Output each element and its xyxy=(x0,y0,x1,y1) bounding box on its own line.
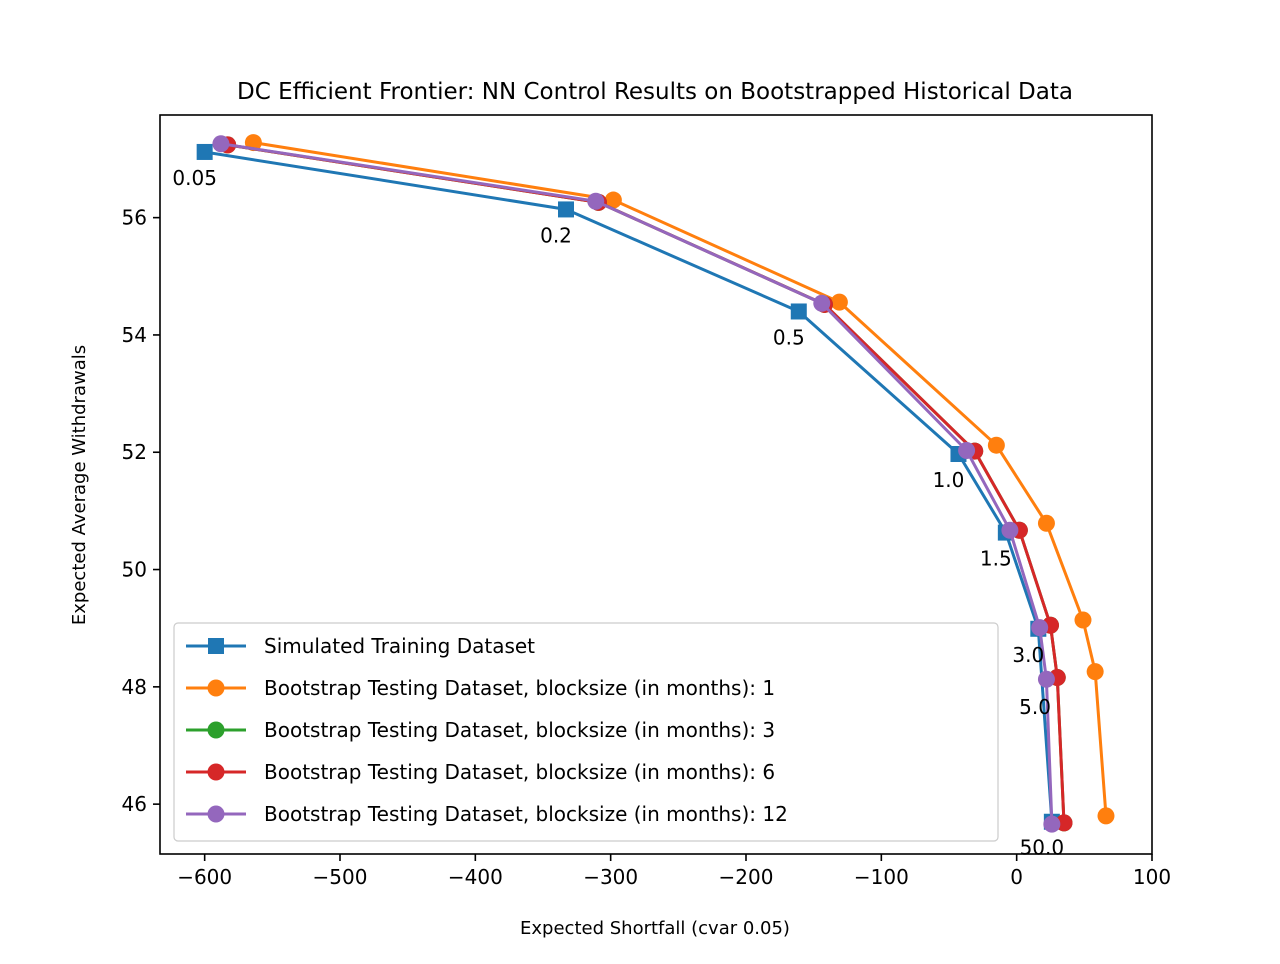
series-1-point xyxy=(1037,514,1055,532)
point-annotation: 3.0 xyxy=(1012,643,1044,667)
legend-entry-label: Bootstrap Testing Dataset, blocksize (in… xyxy=(264,760,775,784)
series-1-point xyxy=(830,293,848,311)
x-tick-label: −600 xyxy=(177,865,232,889)
y-tick-label: 56 xyxy=(122,206,147,230)
legend-swatch-marker xyxy=(208,638,224,654)
series-4-point xyxy=(1043,815,1061,833)
point-annotation: 0.05 xyxy=(172,166,217,190)
series-1-point xyxy=(604,191,622,209)
point-annotation: 1.5 xyxy=(980,547,1012,571)
series-0-point xyxy=(196,143,213,160)
point-annotation: 0.2 xyxy=(540,223,572,247)
series-4-point xyxy=(1001,521,1019,539)
y-tick-label: 46 xyxy=(122,792,147,816)
x-tick-label: −500 xyxy=(313,865,368,889)
y-tick-label: 50 xyxy=(122,558,147,582)
x-tick-label: −200 xyxy=(719,865,774,889)
series-4-point xyxy=(1037,670,1055,688)
axes: −600 −500 −400 −300 −200 −100 0 100 46 48 50 52 54 56 xyxy=(122,114,1171,889)
series-1-point xyxy=(1086,663,1104,681)
series-line-4 xyxy=(220,142,1054,825)
series-1-point xyxy=(1074,611,1092,629)
series-4-point xyxy=(212,135,230,153)
x-tick-label: 0 xyxy=(1010,865,1023,889)
axes-frame xyxy=(159,114,1153,855)
y-tick-label: 52 xyxy=(122,440,147,464)
legend-box xyxy=(173,622,999,842)
chart-title: DC Efficient Frontier: NN Control Result… xyxy=(237,79,1073,105)
series-4-point xyxy=(958,441,976,459)
x-axis-label: Expected Shortfall (cvar 0.05) xyxy=(520,918,790,939)
series-4-point xyxy=(1031,619,1049,637)
series-1-point xyxy=(987,436,1005,454)
series-0-point xyxy=(558,201,575,218)
series-0-point xyxy=(790,303,807,320)
legend-swatch-marker xyxy=(207,805,225,823)
series-3-point xyxy=(1055,814,1073,832)
series-line-1 xyxy=(253,141,1108,817)
series-4-point xyxy=(587,192,605,210)
legend-swatch-marker xyxy=(207,763,225,781)
x-tick-label: 100 xyxy=(1133,865,1171,889)
point-annotation: 1.0 xyxy=(933,468,965,492)
y-tick-label: 54 xyxy=(122,323,147,347)
x-tick-label: −400 xyxy=(448,865,503,889)
series-1-point xyxy=(1097,807,1115,825)
y-axis-label: Expected Average Withdrawals xyxy=(69,345,90,625)
plot-area: 0.05 0.2 0.5 1.0 1.5 3.0 5.0 50.0 xyxy=(172,134,1115,860)
legend: Simulated Training Dataset Bootstrap Test… xyxy=(173,622,999,842)
x-tick-label: −100 xyxy=(854,865,909,889)
series-4-point xyxy=(813,294,831,312)
legend-entry-label: Bootstrap Testing Dataset, blocksize (in… xyxy=(264,676,775,700)
point-annotation: 0.5 xyxy=(773,325,805,349)
point-annotation: 50.0 xyxy=(1020,836,1065,860)
legend-swatch-marker xyxy=(207,721,225,739)
point-annotation: 5.0 xyxy=(1019,695,1051,719)
x-tick-label: −300 xyxy=(583,865,638,889)
legend-entry-label: Bootstrap Testing Dataset, blocksize (in… xyxy=(264,802,788,826)
y-tick-label: 48 xyxy=(122,675,147,699)
legend-entry-label: Simulated Training Dataset xyxy=(264,634,535,658)
legend-swatch-marker xyxy=(207,679,225,697)
legend-entry-label: Bootstrap Testing Dataset, blocksize (in… xyxy=(264,718,775,742)
